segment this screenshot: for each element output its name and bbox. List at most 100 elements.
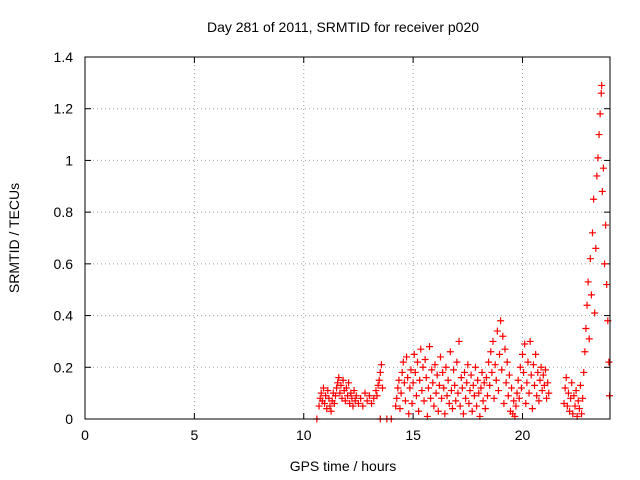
data-point	[433, 371, 441, 379]
data-point	[585, 335, 593, 343]
data-point	[463, 379, 471, 387]
data-point	[510, 397, 518, 405]
data-point	[399, 358, 407, 366]
x-tick-label: 20	[515, 427, 531, 443]
data-point	[520, 368, 528, 376]
data-point	[601, 260, 609, 268]
data-point	[535, 397, 543, 405]
data-point	[492, 376, 500, 384]
data-point	[450, 366, 458, 374]
data-point	[345, 379, 353, 387]
data-point	[485, 358, 493, 366]
data-point	[484, 392, 491, 400]
data-point	[324, 387, 332, 395]
data-point	[570, 392, 578, 400]
y-tick-label: 0.4	[54, 308, 74, 324]
data-point	[531, 381, 539, 389]
y-tick-label: 1.2	[54, 101, 74, 117]
data-point	[574, 397, 582, 405]
data-point	[496, 350, 504, 358]
data-point	[605, 358, 613, 366]
data-point	[406, 384, 414, 392]
data-point	[517, 384, 525, 392]
data-point	[521, 340, 529, 348]
data-point	[363, 397, 371, 405]
data-point	[379, 384, 386, 392]
y-tick-label: 0	[65, 411, 73, 427]
data-point	[443, 392, 451, 400]
data-point	[519, 350, 526, 358]
x-tick-label: 15	[405, 427, 421, 443]
data-point	[477, 384, 485, 392]
data-point	[580, 368, 588, 376]
data-point	[522, 399, 530, 407]
data-point	[575, 405, 583, 413]
data-point	[434, 407, 442, 415]
data-point	[502, 379, 510, 387]
data-point	[438, 394, 446, 402]
data-point	[576, 381, 584, 389]
data-point	[350, 387, 358, 395]
data-point	[424, 384, 432, 392]
data-point	[591, 309, 599, 317]
data-point	[501, 345, 509, 353]
data-point	[440, 384, 448, 392]
data-point	[584, 278, 592, 286]
data-point	[436, 353, 444, 361]
data-point	[335, 374, 343, 382]
data-point	[524, 358, 532, 366]
data-point	[376, 368, 384, 376]
data-point	[602, 221, 610, 229]
x-tick-label: 10	[296, 427, 312, 443]
data-point	[544, 379, 552, 387]
data-point	[462, 394, 470, 402]
data-point	[354, 399, 362, 407]
data-point	[317, 389, 325, 397]
data-point	[467, 371, 475, 379]
data-point	[537, 363, 545, 371]
data-point	[422, 374, 430, 382]
data-point	[593, 172, 601, 180]
x-tick-label: 0	[81, 427, 89, 443]
data-point	[461, 368, 469, 376]
chart-title: Day 281 of 2011, SRMTID for receiver p02…	[207, 19, 479, 35]
data-point	[490, 394, 498, 402]
data-point	[452, 397, 460, 405]
data-point	[598, 81, 606, 89]
data-point	[428, 366, 436, 374]
data-point	[475, 389, 483, 397]
data-point	[528, 405, 536, 413]
data-point	[394, 384, 402, 392]
data-point	[474, 376, 482, 384]
data-point	[414, 358, 421, 366]
data-point	[480, 379, 488, 387]
data-point	[582, 325, 590, 332]
data-point	[339, 376, 347, 384]
data-point	[464, 361, 472, 369]
data-point	[487, 348, 495, 356]
data-point	[398, 368, 406, 376]
data-point	[587, 291, 595, 299]
data-point	[523, 379, 531, 387]
data-point	[447, 387, 455, 395]
data-point	[421, 356, 429, 364]
data-point	[578, 410, 586, 418]
data-point	[420, 397, 428, 405]
data-point	[359, 402, 367, 410]
data-point	[545, 389, 553, 397]
data-point	[468, 407, 476, 415]
data-point	[400, 379, 408, 387]
data-point	[315, 402, 323, 410]
data-point	[515, 394, 523, 402]
data-point	[473, 402, 481, 410]
data-point	[451, 381, 459, 389]
data-point	[373, 392, 381, 400]
data-point	[488, 368, 496, 376]
data-point	[319, 384, 327, 392]
data-point	[497, 317, 505, 325]
data-point	[562, 374, 570, 382]
data-point	[415, 407, 423, 415]
data-point	[589, 229, 596, 237]
data-point	[532, 350, 540, 358]
